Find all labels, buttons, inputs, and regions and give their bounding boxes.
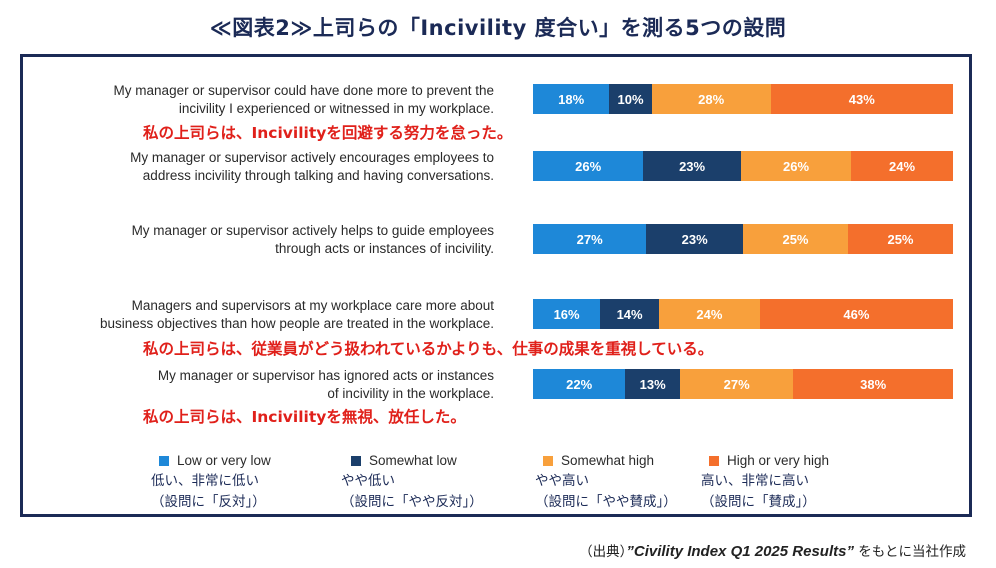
- annotation-3: 私の上司らは、Incivilityを無視、放任した。: [143, 408, 466, 426]
- bar-segment-somewhat-low-row-1: 10%: [609, 84, 652, 114]
- legend-jp-low: 低い、非常に低い （設問に「反対」）: [151, 473, 266, 510]
- legend-item-somewhat-high: Somewhat high: [543, 453, 654, 468]
- bar-segment-somewhat-high-row-1: 28%: [651, 84, 771, 114]
- bar-segment-low-row-1: 18%: [533, 84, 610, 114]
- question-5-line2: of incivility in the workplace.: [327, 386, 494, 401]
- legend-swatch-somewhat-low: [351, 455, 361, 466]
- data-label-somewhat-low-row-3: 23%: [681, 231, 708, 247]
- bar-row-3: 27% 23% 25% 25%: [533, 224, 953, 254]
- legend-item-high: High or very high: [709, 453, 829, 468]
- legend-swatch-low: [159, 455, 169, 466]
- legend-jp-high: 高い、非常に高い （設問に「賛成」）: [701, 473, 816, 510]
- data-label-somewhat-low-row-2: 23%: [679, 158, 706, 174]
- bar-segment-somewhat-high-row-3: 25%: [742, 224, 848, 254]
- question-3-line1: My manager or supervisor actively helps …: [131, 223, 494, 238]
- legend-item-somewhat-low: Somewhat low: [351, 453, 457, 468]
- bar-segment-high-row-5: 38%: [793, 369, 953, 399]
- annotation-2: 私の上司らは、従業員がどう扱われているかよりも、仕事の成果を重視している。: [143, 340, 714, 358]
- legend-label-low: Low or very low: [177, 453, 271, 468]
- bar-segment-high-row-1: 43%: [770, 84, 953, 114]
- data-label-low-row-3: 27%: [576, 231, 603, 247]
- data-label-somewhat-low-row-4: 14%: [616, 306, 643, 322]
- question-4-line1: Managers and supervisors at my workplace…: [131, 298, 494, 313]
- legend-swatch-somewhat-high: [543, 455, 553, 466]
- bar-row-5: 22% 13% 27% 38%: [533, 369, 953, 399]
- data-label-high-row-3: 25%: [887, 231, 914, 247]
- bar-segment-somewhat-high-row-2: 26%: [740, 151, 852, 181]
- bar-segment-somewhat-high-row-4: 24%: [658, 299, 760, 329]
- bar-segment-low-row-3: 27%: [533, 224, 647, 254]
- question-2-line1: My manager or supervisor actively encour…: [130, 150, 494, 165]
- bar-segment-low-row-5: 22%: [533, 369, 626, 399]
- bar-row-2: 26% 23% 26% 24%: [533, 151, 953, 181]
- data-label-high-row-2: 24%: [889, 158, 916, 174]
- source-note: （出典）”Civility Index Q1 2025 Results” をもと…: [579, 540, 966, 560]
- chart-frame: My manager or supervisor could have done…: [20, 54, 972, 517]
- data-label-somewhat-high-row-1: 28%: [698, 91, 725, 107]
- bar-segment-somewhat-low-row-2: 23%: [643, 151, 741, 181]
- data-label-high-row-5: 38%: [860, 376, 887, 392]
- question-1-line2: incivility I experienced or witnessed in…: [178, 101, 494, 116]
- question-2-line2: address incivility through talking and h…: [142, 168, 494, 183]
- data-label-somewhat-low-row-5: 13%: [639, 376, 666, 392]
- data-label-high-row-4: 46%: [843, 306, 870, 322]
- bar-segment-high-row-3: 25%: [847, 224, 953, 254]
- legend-swatch-high: [709, 455, 719, 466]
- data-label-low-row-2: 26%: [575, 158, 602, 174]
- bar-segment-high-row-2: 24%: [851, 151, 953, 181]
- bar-segment-low-row-2: 26%: [533, 151, 644, 181]
- question-3-line2: through acts or instances of incivility.: [275, 241, 494, 256]
- question-4-line2: business objectives than how people are …: [100, 316, 494, 331]
- source-prefix: （出典）: [579, 544, 627, 560]
- data-label-low-row-4: 16%: [553, 306, 580, 322]
- data-label-somewhat-high-row-5: 27%: [723, 376, 750, 392]
- bar-segment-somewhat-high-row-5: 27%: [679, 369, 794, 399]
- question-5: My manager or supervisor has ignored act…: [14, 367, 494, 403]
- data-label-somewhat-low-row-1: 10%: [617, 91, 644, 107]
- bar-segment-somewhat-low-row-5: 13%: [625, 369, 680, 399]
- annotation-1: 私の上司らは、Incivilityを回避する努力を怠った。: [143, 124, 513, 142]
- figure-title: ≪図表2≫上司らの「Incivility 度合い」を測る5つの設問: [209, 16, 787, 40]
- question-5-line1: My manager or supervisor has ignored act…: [157, 368, 494, 383]
- bar-segment-somewhat-low-row-4: 14%: [600, 299, 659, 329]
- bar-segment-high-row-4: 46%: [759, 299, 953, 329]
- data-label-low-row-1: 18%: [558, 91, 585, 107]
- source-title: ”Civility Index Q1 2025 Results”: [626, 543, 854, 560]
- legend-label-high: High or very high: [727, 453, 830, 468]
- legend-label-somewhat-high: Somewhat high: [561, 453, 655, 468]
- legend-jp-somewhat-high: やや高い （設問に「やや賛成」）: [535, 473, 677, 510]
- data-label-somewhat-high-row-2: 26%: [782, 158, 810, 174]
- data-label-high-row-1: 43%: [848, 91, 875, 107]
- legend-label-somewhat-low: Somewhat low: [369, 453, 457, 468]
- legend-jp-somewhat-low: やや低い （設問に「やや反対」）: [341, 473, 483, 510]
- bar-segment-low-row-4: 16%: [533, 299, 601, 329]
- question-1-line1: My manager or supervisor could have done…: [113, 83, 494, 98]
- question-1: My manager or supervisor could have done…: [14, 82, 494, 118]
- bar-row-1: 18% 10% 28% 43%: [533, 84, 953, 114]
- question-4: Managers and supervisors at my workplace…: [14, 297, 494, 333]
- data-label-low-row-5: 22%: [566, 376, 593, 392]
- source-suffix: をもとに当社作成: [853, 544, 966, 560]
- question-2: My manager or supervisor actively encour…: [14, 149, 494, 185]
- legend-item-low: Low or very low: [159, 453, 271, 468]
- question-3: My manager or supervisor actively helps …: [14, 222, 494, 258]
- bar-row-4: 16% 14% 24% 46%: [533, 299, 953, 329]
- data-label-somewhat-high-row-4: 24%: [696, 306, 723, 322]
- data-label-somewhat-high-row-3: 25%: [782, 231, 809, 247]
- bar-segment-somewhat-low-row-3: 23%: [646, 224, 743, 254]
